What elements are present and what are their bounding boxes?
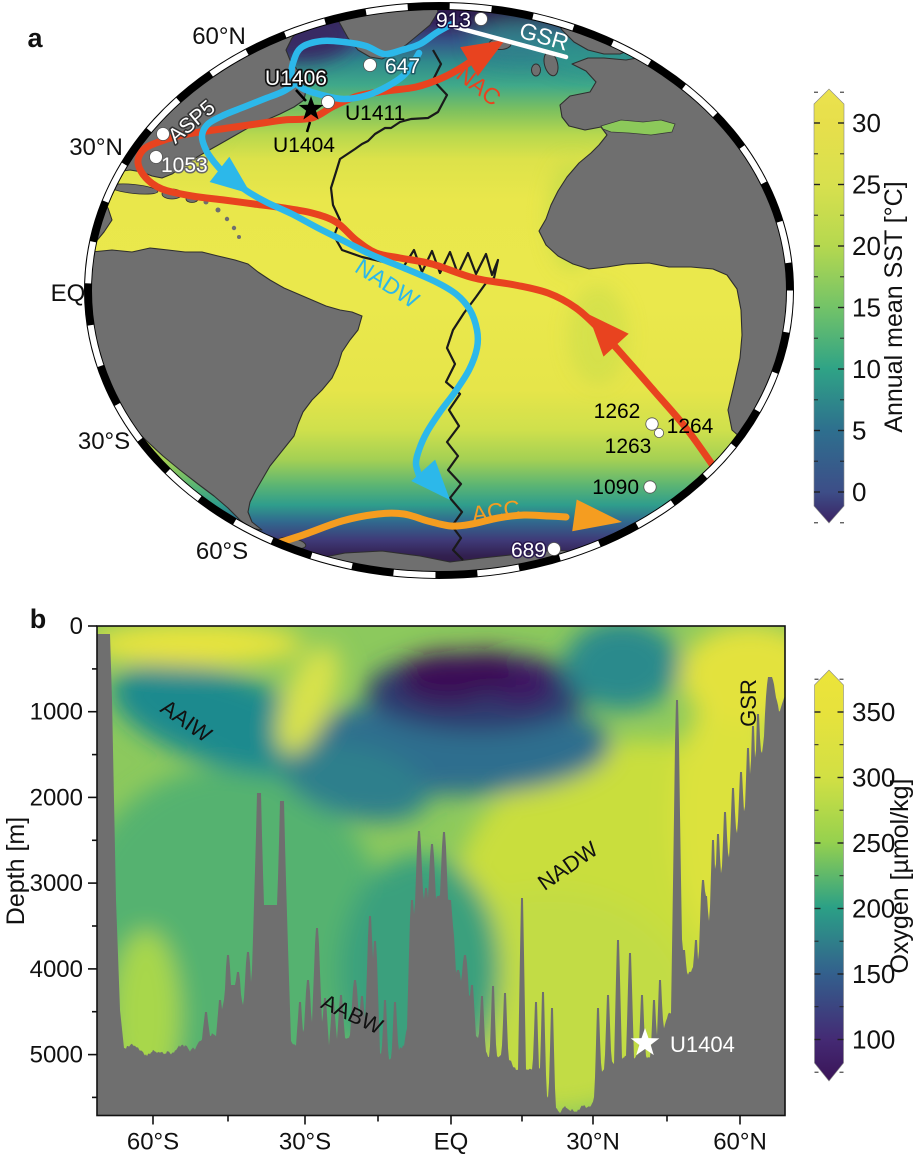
svg-text:15: 15 bbox=[852, 293, 881, 323]
svg-text:20: 20 bbox=[852, 231, 881, 261]
svg-text:25: 25 bbox=[852, 170, 881, 200]
svg-text:10: 10 bbox=[852, 354, 881, 384]
svg-text:30°N: 30°N bbox=[566, 1129, 620, 1156]
svg-text:150: 150 bbox=[852, 959, 895, 989]
svg-text:U1404: U1404 bbox=[670, 1032, 735, 1057]
svg-text:Oxygen [µmol/kg]: Oxygen [µmol/kg] bbox=[886, 778, 914, 973]
svg-text:689: 689 bbox=[511, 539, 546, 562]
svg-text:b: b bbox=[30, 604, 47, 634]
svg-text:GSR: GSR bbox=[736, 679, 761, 727]
svg-text:1000: 1000 bbox=[30, 699, 83, 726]
svg-text:30°S: 30°S bbox=[78, 428, 130, 455]
svg-text:5: 5 bbox=[852, 416, 866, 446]
svg-text:U1404: U1404 bbox=[273, 134, 335, 157]
svg-text:EQ: EQ bbox=[51, 280, 86, 307]
svg-text:300: 300 bbox=[852, 763, 895, 793]
svg-text:100: 100 bbox=[852, 1025, 895, 1055]
svg-text:60°S: 60°S bbox=[196, 538, 248, 565]
svg-text:2000: 2000 bbox=[30, 784, 83, 811]
svg-text:250: 250 bbox=[852, 828, 895, 858]
svg-text:1262: 1262 bbox=[594, 400, 641, 423]
svg-text:1090: 1090 bbox=[592, 476, 639, 499]
svg-text:30°S: 30°S bbox=[279, 1129, 331, 1156]
svg-text:1053: 1053 bbox=[161, 154, 208, 177]
svg-text:200: 200 bbox=[852, 894, 895, 924]
svg-text:30°N: 30°N bbox=[69, 134, 123, 161]
svg-text:0: 0 bbox=[852, 477, 866, 507]
svg-text:60°N: 60°N bbox=[192, 23, 246, 50]
svg-text:Annual mean SST [°C]: Annual mean SST [°C] bbox=[880, 181, 908, 432]
svg-text:4000: 4000 bbox=[30, 956, 83, 983]
svg-text:60°S: 60°S bbox=[127, 1129, 179, 1156]
svg-text:913: 913 bbox=[436, 9, 471, 32]
svg-text:Depth [m]: Depth [m] bbox=[2, 817, 30, 925]
svg-text:EQ: EQ bbox=[434, 1129, 469, 1156]
svg-text:1263: 1263 bbox=[605, 435, 652, 458]
svg-text:3000: 3000 bbox=[30, 870, 83, 897]
svg-text:U1411: U1411 bbox=[345, 102, 405, 125]
svg-text:U1406: U1406 bbox=[265, 67, 327, 90]
svg-text:30: 30 bbox=[852, 108, 881, 138]
svg-text:350: 350 bbox=[852, 697, 895, 727]
svg-text:5000: 5000 bbox=[30, 1042, 83, 1069]
svg-text:a: a bbox=[27, 23, 43, 53]
svg-text:1264: 1264 bbox=[667, 415, 714, 438]
svg-text:0: 0 bbox=[70, 613, 83, 640]
svg-text:60°N: 60°N bbox=[713, 1129, 767, 1156]
svg-text:647: 647 bbox=[385, 55, 420, 78]
